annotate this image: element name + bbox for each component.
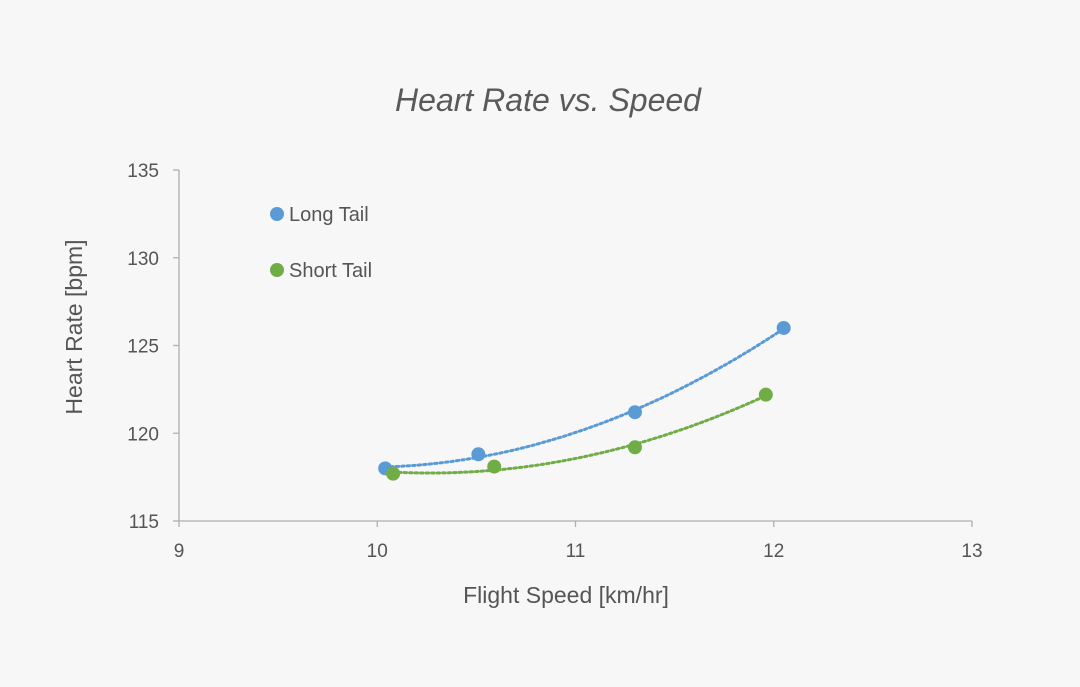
x-tick-label: 12 — [763, 541, 784, 562]
data-point — [758, 387, 773, 402]
data-point — [386, 466, 401, 481]
x-tick-label: 10 — [367, 541, 388, 562]
y-tick-label: 115 — [129, 512, 159, 533]
legend-label: Short Tail — [289, 260, 372, 282]
data-point — [487, 459, 502, 474]
y-tick-label: 120 — [127, 424, 159, 445]
chart-title: Heart Rate vs. Speed — [395, 82, 702, 118]
legend-label: Long Tail — [289, 204, 369, 226]
trendline-long-tail — [383, 327, 786, 469]
data-point — [471, 447, 486, 462]
legend-marker — [270, 263, 284, 277]
plot-area: 115 120 125 130 135 9 10 11 12 13 — [127, 161, 982, 562]
data-point — [627, 405, 642, 420]
trendline-short-tail — [391, 394, 768, 475]
data-point — [776, 320, 791, 335]
y-tick-label: 130 — [127, 249, 159, 270]
data-point — [627, 440, 642, 455]
x-tick-label: 11 — [566, 541, 586, 562]
x-tick-label: 13 — [961, 541, 982, 562]
x-tick-label: 9 — [174, 541, 185, 562]
y-tick-label: 125 — [127, 337, 159, 358]
y-axis-label: Heart Rate [bpm] — [61, 239, 87, 414]
legend-marker — [270, 207, 284, 221]
x-axis-label: Flight Speed [km/hr] — [463, 582, 669, 608]
y-tick-label: 135 — [127, 161, 159, 182]
legend: Long Tail Short Tail — [270, 204, 372, 282]
